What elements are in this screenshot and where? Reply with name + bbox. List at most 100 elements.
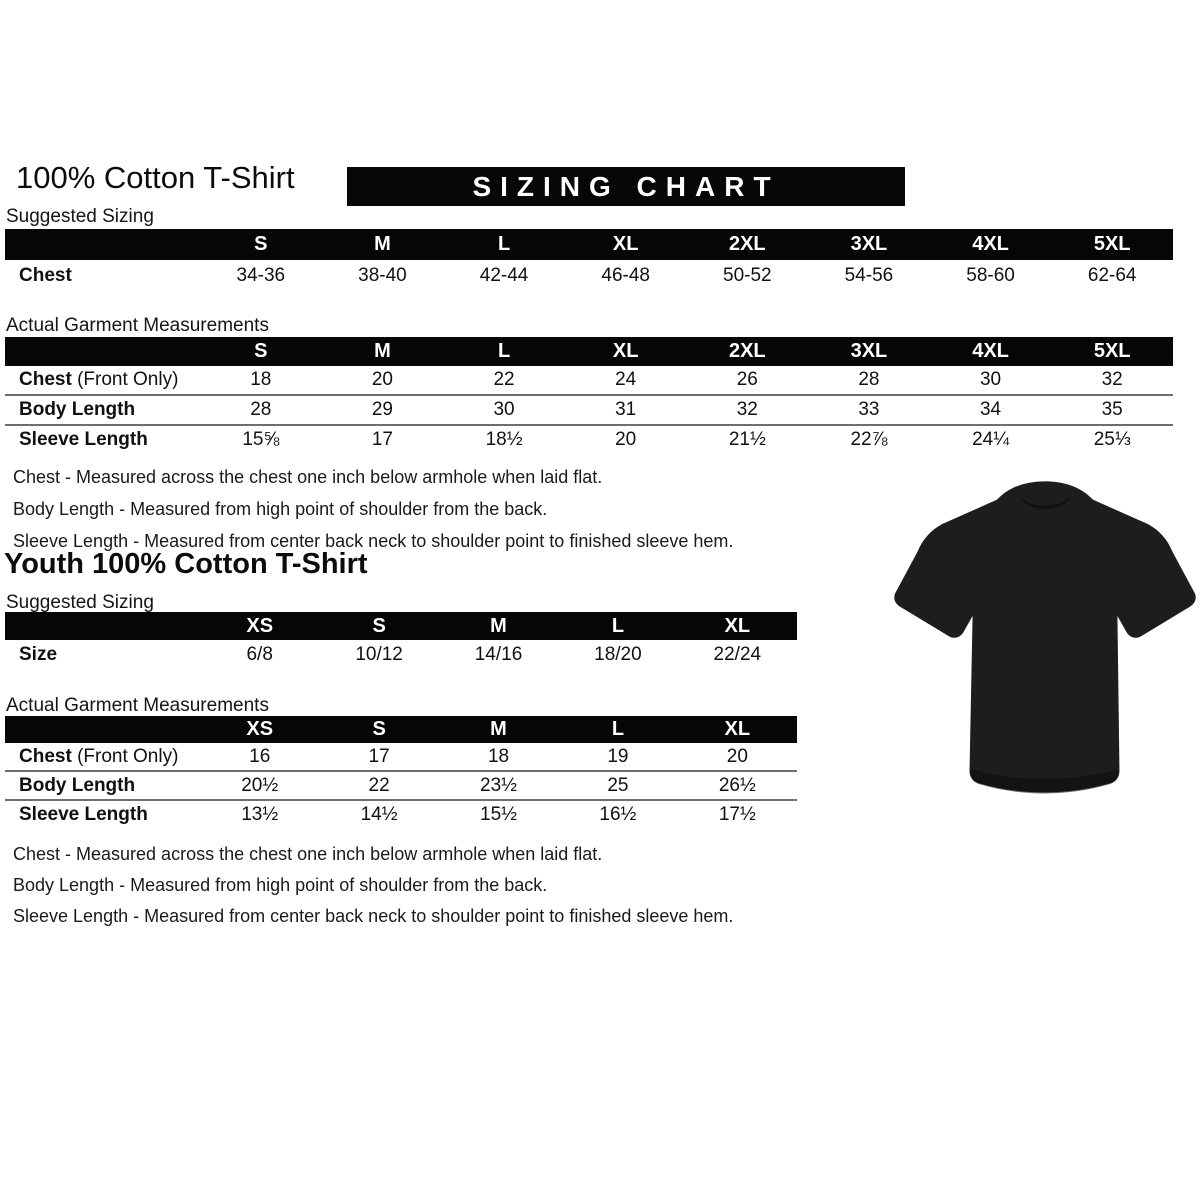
cell-value: 13½	[241, 803, 279, 825]
cell-value: 28	[858, 369, 880, 390]
size-column-header: M	[374, 233, 391, 255]
size-column-header: XS	[246, 718, 274, 740]
row-label-text: Sleeve Length	[19, 803, 148, 825]
row-label: Body Length	[5, 399, 200, 421]
size-column-header: 3XL	[850, 340, 888, 362]
adult-actual-table: S M L XL 2XL 3XL 4XL 5XL Chest (Front On…	[5, 337, 1173, 454]
cell-value: 30	[493, 399, 515, 420]
cell-value: 24	[615, 369, 637, 390]
size-column-header: XL	[724, 718, 751, 740]
cell-value: 18	[487, 745, 510, 767]
youth-actual-table: XS S M L XL Chest (Front Only) 16 17 18 …	[5, 716, 797, 828]
cell-value: 50-52	[723, 264, 772, 286]
cell-value: 38-40	[358, 264, 407, 286]
table-row: Chest (Front Only) 18 20 22 24 26 28 30 …	[5, 366, 1173, 394]
cell-value: 34	[979, 399, 1002, 420]
adult-actual-header-row: S M L XL 2XL 3XL 4XL 5XL	[5, 337, 1173, 366]
cell-value: 35	[1101, 399, 1123, 420]
row-label: Sleeve Length	[5, 429, 200, 451]
row-label: Chest (Front Only)	[5, 369, 200, 391]
cell-value: 24¼	[972, 429, 1010, 450]
row-label: Chest	[5, 265, 200, 287]
youth-actual-measurements-label: Actual Garment Measurements	[6, 695, 269, 716]
cell-value: 54-56	[844, 264, 894, 286]
row-label: Chest (Front Only)	[5, 746, 200, 768]
cell-value: 32	[1101, 369, 1123, 390]
cell-value: 15½	[480, 803, 517, 825]
row-label: Body Length	[5, 775, 200, 797]
cell-value: 29	[371, 399, 393, 420]
adult-actual-measurements-label: Actual Garment Measurements	[6, 315, 269, 336]
table-row: Body Length 20½ 22 23½ 25 26½	[5, 770, 797, 799]
row-label-text: Chest	[19, 264, 72, 286]
youth-product-title: Youth 100% Cotton T-Shirt	[4, 548, 368, 580]
cell-value: 25	[607, 774, 629, 796]
size-column-header: L	[497, 233, 511, 255]
cell-value: 46-48	[601, 264, 650, 286]
row-label: Size	[5, 644, 200, 666]
size-column-header: S	[254, 340, 268, 362]
row-label-text: Body Length	[19, 774, 136, 796]
table-row: Chest (Front Only) 16 17 18 19 20	[5, 743, 797, 770]
tshirt-icon	[894, 481, 1196, 794]
cell-value: 31	[615, 399, 637, 420]
tshirt-collar-shape	[1018, 491, 1072, 509]
adult-measurement-notes: Chest - Measured across the chest one in…	[13, 461, 733, 557]
youth-actual-header-row: XS S M L XL	[5, 716, 797, 743]
cell-value: 20	[615, 429, 637, 450]
size-column-header: 5XL	[1093, 233, 1131, 255]
cell-value: 18/20	[594, 643, 642, 665]
size-column-header: XL	[724, 614, 751, 637]
note-line: Chest - Measured across the chest one in…	[13, 844, 603, 864]
cell-value: 22	[368, 774, 390, 796]
sizing-chart-banner: SIZING CHART	[347, 167, 905, 206]
size-column-header: XL	[612, 340, 639, 362]
size-column-header: L	[611, 718, 625, 740]
cell-value: 26½	[718, 774, 756, 796]
adult-product-title: 100% Cotton T-Shirt	[16, 160, 295, 195]
cell-value: 20	[371, 369, 393, 390]
cell-value: 22	[493, 369, 515, 390]
size-column-header: M	[490, 718, 507, 740]
adult-suggested-header-row: S M L XL 2XL 3XL 4XL 5XL	[5, 229, 1173, 260]
note-line: Sleeve Length - Measured from center bac…	[13, 906, 734, 926]
cell-value: 22/24	[713, 643, 762, 665]
row-label-text: Size	[19, 643, 58, 665]
row-label-text: Chest	[19, 745, 72, 767]
size-column-header: 4XL	[972, 340, 1009, 362]
row-label-suffix: (Front Only)	[71, 745, 179, 767]
cell-value: 30	[979, 369, 1002, 390]
cell-value: 17	[371, 429, 393, 450]
cell-value: 14/16	[474, 643, 523, 665]
cell-value: 18	[250, 369, 272, 390]
cell-value: 42-44	[479, 264, 529, 286]
cell-value: 6/8	[246, 643, 273, 665]
adult-suggested-table: S M L XL 2XL 3XL 4XL 5XL Chest 34-36 38-…	[5, 229, 1173, 291]
note-line: Body Length - Measured from high point o…	[13, 875, 548, 895]
cell-value: 20½	[241, 774, 279, 796]
cell-value: 26	[736, 369, 758, 390]
row-label: Sleeve Length	[5, 804, 200, 826]
cell-value: 16½	[599, 803, 637, 825]
size-column-header: 2XL	[728, 233, 766, 255]
cell-value: 19	[607, 745, 629, 767]
table-row: Body Length 28 29 30 31 32 33 34 35	[5, 394, 1173, 424]
black-tshirt-image	[892, 477, 1198, 810]
cell-value: 58-60	[966, 264, 1015, 286]
cell-value: 16	[249, 745, 271, 767]
cell-value: 32	[736, 399, 758, 420]
size-column-header: S	[372, 718, 386, 740]
size-column-header: L	[611, 614, 625, 637]
cell-value: 17½	[718, 803, 756, 825]
size-column-header: 2XL	[728, 340, 766, 362]
row-label-text: Chest	[19, 369, 72, 390]
youth-measurement-notes: Chest - Measured across the chest one in…	[13, 839, 733, 932]
table-row: Size 6/8 10/12 14/16 18/20 22/24	[5, 640, 797, 669]
adult-suggested-sizing-label: Suggested Sizing	[6, 206, 154, 227]
size-column-header: M	[374, 340, 391, 362]
row-label-text: Sleeve Length	[19, 429, 148, 450]
cell-value: 34-36	[236, 264, 286, 286]
tshirt-hem-shade	[971, 768, 1118, 794]
size-column-header: M	[490, 614, 507, 637]
